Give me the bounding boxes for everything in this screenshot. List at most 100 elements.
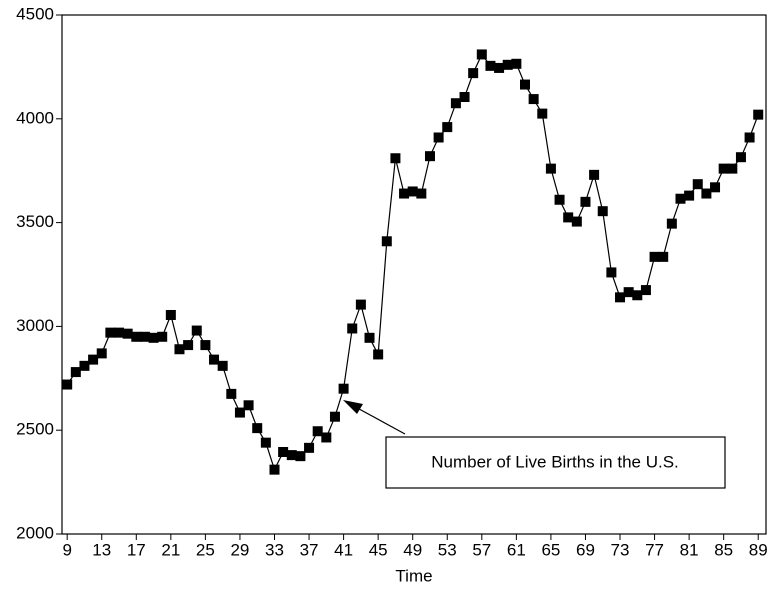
point-marker <box>658 251 669 262</box>
y-tick-label: 4500 <box>16 4 54 23</box>
point-marker <box>701 188 712 199</box>
point-marker <box>485 60 496 71</box>
point-marker <box>373 349 384 360</box>
annotation-box <box>385 436 726 489</box>
point-marker <box>174 344 185 355</box>
point-marker <box>753 109 764 120</box>
point-marker <box>191 325 202 336</box>
point-marker <box>390 153 401 164</box>
x-tick-label: 13 <box>92 540 111 559</box>
point-marker <box>70 367 81 378</box>
point-marker <box>571 216 582 227</box>
point-marker <box>545 163 556 174</box>
annotation-text: Number of Live Births in the U.S. <box>431 452 679 471</box>
x-tick-label: 73 <box>611 540 630 559</box>
point-marker <box>459 92 470 103</box>
x-tick-label: 45 <box>369 540 388 559</box>
x-tick-label: 77 <box>645 540 664 559</box>
point-marker <box>79 360 90 371</box>
point-marker <box>226 388 237 399</box>
point-marker <box>217 360 228 371</box>
point-marker <box>278 446 289 457</box>
point-marker <box>347 323 358 334</box>
point-marker <box>718 163 729 174</box>
point-marker <box>183 340 194 351</box>
point-marker <box>312 426 323 437</box>
point-marker <box>364 332 375 343</box>
point-marker <box>165 309 176 320</box>
x-tick-label: 89 <box>749 540 768 559</box>
point-marker <box>355 299 366 310</box>
y-tick-label: 2500 <box>16 420 54 439</box>
x-tick-label: 85 <box>714 540 733 559</box>
point-marker <box>234 407 245 418</box>
y-tick-label: 4000 <box>16 108 54 127</box>
x-tick-label: 9 <box>62 540 71 559</box>
point-marker <box>537 108 548 119</box>
point-marker <box>450 98 461 109</box>
point-marker <box>131 331 142 342</box>
x-tick-label: 65 <box>541 540 560 559</box>
x-tick-label: 61 <box>507 540 526 559</box>
y-tick-label: 3000 <box>16 316 54 335</box>
point-marker <box>442 122 453 133</box>
y-tick-label: 2000 <box>16 523 54 542</box>
x-axis-label: Time <box>395 566 432 585</box>
point-marker <box>727 163 738 174</box>
x-tick-label: 17 <box>127 540 146 559</box>
x-tick-label: 81 <box>680 540 699 559</box>
point-marker <box>684 190 695 201</box>
point-marker <box>632 290 643 301</box>
point-marker <box>200 340 211 351</box>
x-tick-label: 69 <box>576 540 595 559</box>
point-marker <box>649 251 660 262</box>
point-marker <box>424 151 435 162</box>
point-marker <box>623 287 634 298</box>
point-marker <box>666 218 677 229</box>
x-tick-label: 21 <box>161 540 180 559</box>
point-marker <box>304 442 315 453</box>
point-marker <box>519 79 530 90</box>
x-tick-label: 49 <box>403 540 422 559</box>
point-marker <box>243 400 254 411</box>
point-marker <box>269 464 280 475</box>
point-marker <box>735 152 746 163</box>
point-marker <box>260 437 271 448</box>
point-marker <box>640 285 651 296</box>
point-marker <box>589 169 600 180</box>
point-marker <box>157 331 168 342</box>
point-marker <box>122 328 133 339</box>
line <box>66 53 759 472</box>
point-marker <box>494 62 505 73</box>
point-marker <box>209 354 220 365</box>
point-marker <box>295 451 306 462</box>
point-marker <box>468 68 479 79</box>
point-marker <box>511 58 522 69</box>
point-marker <box>62 379 73 390</box>
point-marker <box>416 188 427 199</box>
point-marker <box>381 236 392 247</box>
point-marker <box>476 49 487 60</box>
point-marker <box>675 193 686 204</box>
point-marker <box>252 423 263 434</box>
point-marker <box>597 206 608 217</box>
plot-frame <box>61 14 767 535</box>
point-marker <box>286 450 297 461</box>
point-marker <box>606 267 617 278</box>
point-marker <box>615 292 626 303</box>
y-tick-label: 3500 <box>16 212 54 231</box>
annotation-arrow-head <box>343 400 363 414</box>
point-marker <box>88 354 99 365</box>
point-marker <box>407 186 418 197</box>
point-marker <box>433 132 444 143</box>
x-tick-label: 25 <box>196 540 215 559</box>
point-marker <box>692 179 703 190</box>
point-marker <box>139 331 150 342</box>
point-marker <box>114 327 125 338</box>
x-tick-label: 57 <box>472 540 491 559</box>
x-tick-label: 37 <box>300 540 319 559</box>
point-marker <box>580 196 591 207</box>
point-marker <box>502 59 513 70</box>
x-tick-label: 29 <box>230 540 249 559</box>
